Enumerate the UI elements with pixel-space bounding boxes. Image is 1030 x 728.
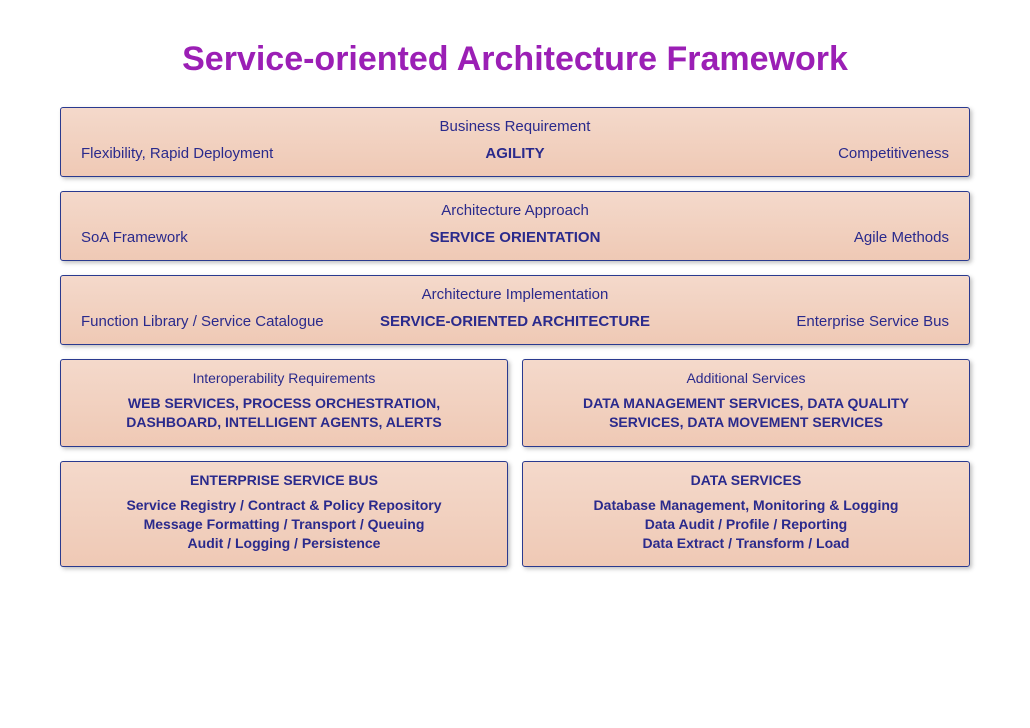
row-title: Architecture Implementation bbox=[75, 286, 955, 303]
row-title: Architecture Approach bbox=[75, 202, 955, 219]
body-line: SERVICES, DATA MOVEMENT SERVICES bbox=[537, 413, 955, 432]
body-line: DATA MANAGEMENT SERVICES, DATA QUALITY bbox=[537, 394, 955, 413]
row-left: SoA Framework bbox=[81, 229, 370, 246]
body-line: Data Audit / Profile / Reporting bbox=[537, 515, 955, 534]
box-esb: ENTERPRISE SERVICE BUS Service Registry … bbox=[60, 461, 508, 568]
row-architecture-implementation: Architecture Implementation Function Lib… bbox=[60, 275, 970, 345]
pair-esb-dataservices: ENTERPRISE SERVICE BUS Service Registry … bbox=[60, 461, 970, 568]
row-architecture-approach: Architecture Approach SoA Framework SERV… bbox=[60, 191, 970, 261]
page-title: Service-oriented Architecture Framework bbox=[60, 40, 970, 79]
box-title: Additional Services bbox=[537, 370, 955, 386]
body-line: Data Extract / Transform / Load bbox=[537, 534, 955, 553]
row-business-requirement: Business Requirement Flexibility, Rapid … bbox=[60, 107, 970, 177]
body-line: Service Registry / Contract & Policy Rep… bbox=[75, 496, 493, 515]
row-title: Business Requirement bbox=[75, 118, 955, 135]
diagram-stack: Business Requirement Flexibility, Rapid … bbox=[60, 107, 970, 567]
body-line: WEB SERVICES, PROCESS ORCHESTRATION, bbox=[75, 394, 493, 413]
row-mid: SERVICE ORIENTATION bbox=[370, 229, 659, 246]
row-left: Flexibility, Rapid Deployment bbox=[81, 145, 370, 162]
box-title: ENTERPRISE SERVICE BUS bbox=[75, 472, 493, 488]
body-line: Database Management, Monitoring & Loggin… bbox=[537, 496, 955, 515]
row-right: Agile Methods bbox=[660, 229, 949, 246]
pair-interop-additional: Interoperability Requirements WEB SERVIC… bbox=[60, 359, 970, 447]
row-mid: AGILITY bbox=[370, 145, 659, 162]
body-line: Audit / Logging / Persistence bbox=[75, 534, 493, 553]
row-right: Competitiveness bbox=[660, 145, 949, 162]
row-left: Function Library / Service Catalogue bbox=[81, 313, 370, 330]
row-right: Enterprise Service Bus bbox=[660, 313, 949, 330]
box-additional-services: Additional Services DATA MANAGEMENT SERV… bbox=[522, 359, 970, 447]
row-mid: SERVICE-ORIENTED ARCHITECTURE bbox=[370, 313, 659, 330]
box-title: DATA SERVICES bbox=[537, 472, 955, 488]
box-data-services: DATA SERVICES Database Management, Monit… bbox=[522, 461, 970, 568]
box-title: Interoperability Requirements bbox=[75, 370, 493, 386]
body-line: Message Formatting / Transport / Queuing bbox=[75, 515, 493, 534]
box-interoperability: Interoperability Requirements WEB SERVIC… bbox=[60, 359, 508, 447]
body-line: DASHBOARD, INTELLIGENT AGENTS, ALERTS bbox=[75, 413, 493, 432]
